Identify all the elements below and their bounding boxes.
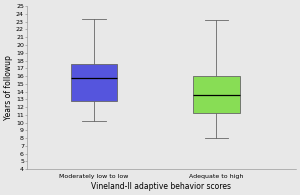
Bar bbox=[71, 64, 117, 101]
Y-axis label: Years of followup: Years of followup bbox=[4, 55, 13, 120]
Bar bbox=[193, 76, 240, 113]
X-axis label: Vineland-II adaptive behavior scores: Vineland-II adaptive behavior scores bbox=[91, 182, 231, 191]
